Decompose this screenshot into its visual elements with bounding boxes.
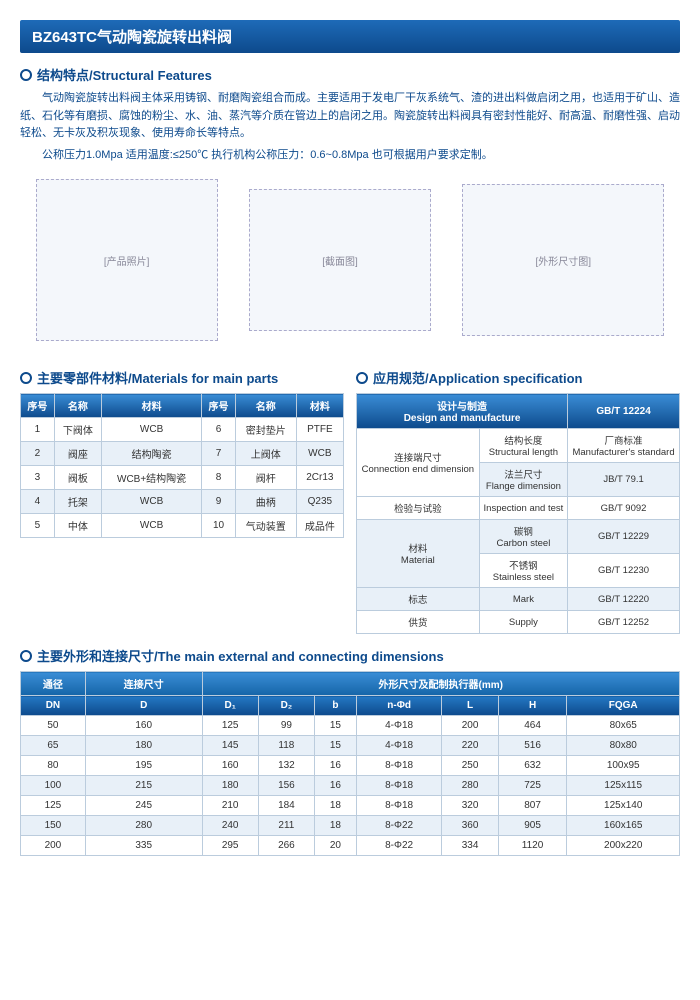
col-header: n-Φd [356, 696, 442, 716]
col-header: 序号 [202, 394, 236, 418]
section-diagram: [截面图] [249, 189, 431, 331]
col-header: FQGA [567, 696, 680, 716]
table-row: 100215180156168-Φ18280725125x115 [21, 776, 680, 796]
page-title: BZ643TC气动陶瓷旋转出料阀 [20, 20, 680, 53]
spec-head: 应用规范/Application specification [356, 368, 680, 387]
materials-table: 序号名称材料序号名称材料 1下阀体WCB6密封垫片PTFE2阀座结构陶瓷7上阀体… [20, 393, 344, 538]
intro-p1: 气动陶瓷旋转出料阀主体采用铸钢、耐磨陶瓷组合而成。主要适用于发电厂干灰系统气、渣… [20, 90, 680, 143]
table-row: 5中体WCB10气动装置成品件 [21, 514, 344, 538]
col-header: b [315, 696, 357, 716]
col-header: 材料 [296, 394, 343, 418]
col-header: 名称 [54, 394, 101, 418]
table-row: 80195160132168-Φ18250632100x95 [21, 756, 680, 776]
table-row: 125245210184188-Φ18320807125x140 [21, 796, 680, 816]
materials-head: 主要零部件材料/Materials for main parts [20, 368, 344, 387]
table-row: 材料Material碳钢Carbon steelGB/T 12229 [357, 520, 680, 554]
table-row: 65180145118154-Φ1822051680x80 [21, 736, 680, 756]
col-header: H [498, 696, 567, 716]
table-row: 150280240211188-Φ22360905160x165 [21, 816, 680, 836]
table-row: 4托架WCB9曲柄Q235 [21, 490, 344, 514]
col-header: 名称 [235, 394, 296, 418]
col-header: D₁ [202, 696, 258, 716]
col-header: DN [21, 696, 86, 716]
table-row: 检验与试验Inspection and testGB/T 9092 [357, 497, 680, 520]
table-row: 供货SupplyGB/T 12252 [357, 611, 680, 634]
dimension-diagram: [外形尺寸图] [462, 184, 664, 336]
col-header: D₂ [258, 696, 314, 716]
table-row: 连接端尺寸Connection end dimension结构长度Structu… [357, 429, 680, 463]
spec-table: 设计与制造Design and manufacture GB/T 12224 连… [356, 393, 680, 634]
col-header: 序号 [21, 394, 55, 418]
table-row: 2阀座结构陶瓷7上阀体WCB [21, 442, 344, 466]
structural-head: 结构特点/Structural Features [20, 65, 680, 84]
col-header: L [442, 696, 498, 716]
col-header: D [85, 696, 202, 716]
dimensions-table: 通径连接尺寸外形尺寸及配制执行器(mm) DNDD₁D₂bn-ΦdLHFQGA … [20, 671, 680, 856]
col-header: 材料 [102, 394, 202, 418]
dimensions-head: 主要外形和连接尺寸/The main external and connecti… [20, 646, 680, 665]
table-row: 1下阀体WCB6密封垫片PTFE [21, 418, 344, 442]
table-row: 3阀板WCB+结构陶瓷8阀杆2Cr13 [21, 466, 344, 490]
table-row: 5016012599154-Φ1820046480x65 [21, 716, 680, 736]
table-row: 200335295266208-Φ223341120200x220 [21, 836, 680, 856]
intro-p2: 公称压力1.0Mpa 适用温度:≤250℃ 执行机构公称压力：0.6~0.8Mp… [20, 147, 680, 165]
table-row: 标志MarkGB/T 12220 [357, 588, 680, 611]
image-row: [产品照片] [截面图] [外形尺寸图] [20, 179, 680, 341]
product-photo: [产品照片] [36, 179, 218, 341]
